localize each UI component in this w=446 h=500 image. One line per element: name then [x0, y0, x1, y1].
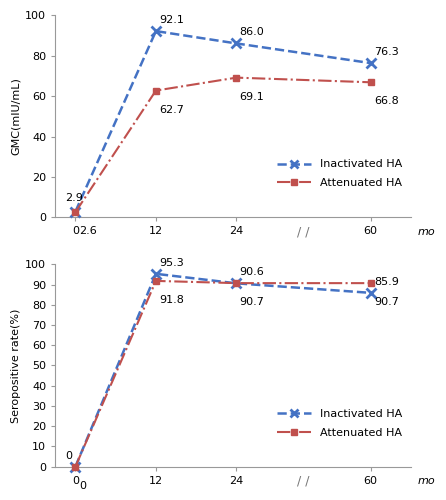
Text: 85.9: 85.9 — [374, 277, 399, 287]
Text: 76.3: 76.3 — [374, 47, 399, 57]
Text: 91.8: 91.8 — [159, 295, 184, 305]
Text: 90.7: 90.7 — [374, 298, 399, 308]
Text: mo: mo — [417, 226, 435, 236]
Legend: Inactivated HA, Attenuated HA: Inactivated HA, Attenuated HA — [274, 406, 405, 441]
Text: 0: 0 — [66, 450, 72, 460]
Y-axis label: GMC(mIU/mL): GMC(mIU/mL) — [11, 78, 21, 155]
Text: 0: 0 — [79, 481, 86, 491]
Text: / /: / / — [297, 225, 310, 238]
Text: 2.9: 2.9 — [66, 194, 83, 203]
Text: 90.7: 90.7 — [240, 298, 264, 308]
Text: 2.6: 2.6 — [79, 226, 96, 236]
Text: 92.1: 92.1 — [159, 15, 184, 25]
Text: 95.3: 95.3 — [159, 258, 184, 268]
Text: 62.7: 62.7 — [159, 104, 184, 115]
Legend: Inactivated HA, Attenuated HA: Inactivated HA, Attenuated HA — [274, 156, 405, 192]
Text: / /: / / — [297, 474, 310, 488]
Text: mo: mo — [417, 476, 435, 486]
Text: 86.0: 86.0 — [240, 28, 264, 38]
Y-axis label: Seropositive rate(%): Seropositive rate(%) — [11, 308, 21, 422]
Text: 90.6: 90.6 — [240, 268, 264, 278]
Text: 69.1: 69.1 — [240, 92, 264, 102]
Text: 66.8: 66.8 — [374, 96, 399, 106]
